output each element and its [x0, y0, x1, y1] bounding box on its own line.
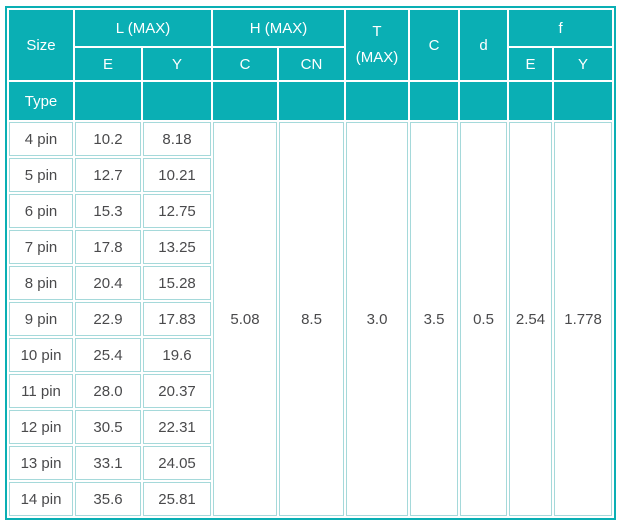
- l-e-cell: 30.5: [75, 410, 141, 444]
- l-y-cell: 25.81: [143, 482, 212, 516]
- merged-c-cell: 3.5: [410, 122, 459, 516]
- l-y-cell: 12.75: [143, 194, 212, 228]
- header-group-row: Size L (MAX) H (MAX) T (MAX) C d f: [9, 10, 613, 80]
- l-e-cell: 22.9: [75, 302, 141, 336]
- size-cell: 9 pin: [9, 302, 73, 336]
- size-cell: 12 pin: [9, 410, 73, 444]
- header-h-max: H (MAX): [213, 10, 345, 46]
- type-empty-cell: [554, 82, 613, 120]
- data-row-4pin: 4 pin 10.2 8.18 5.08 8.5 3.0 3.5 0.5 2.5…: [9, 122, 613, 516]
- data-row-11pin: 11 pin 28.0 20.37: [9, 374, 612, 408]
- header-t-max: T (MAX): [346, 10, 409, 80]
- merged-h-c-cell: 5.08: [213, 122, 278, 516]
- l-y-cell: 10.21: [143, 158, 212, 192]
- type-empty-cell: [213, 82, 278, 120]
- l-y-cell: 19.6: [143, 338, 212, 372]
- l-e-cell: 35.6: [75, 482, 141, 516]
- size-cell: 10 pin: [9, 338, 73, 372]
- type-empty-cell: [509, 82, 553, 120]
- l-y-cell: 24.05: [143, 446, 212, 480]
- size-cell: 4 pin: [9, 122, 73, 156]
- header-t-max-line1: T: [372, 22, 382, 40]
- type-empty-cell: [346, 82, 409, 120]
- data-row-12pin: 12 pin 30.5 22.31: [9, 410, 612, 444]
- merged-d-cell: 0.5: [460, 122, 508, 516]
- subheader-l-e: E: [75, 48, 141, 80]
- subheader-h-c: C: [213, 48, 278, 80]
- size-cell: 8 pin: [9, 266, 73, 300]
- l-y-cell: 15.28: [143, 266, 212, 300]
- l-y-cell: 17.83: [143, 302, 212, 336]
- l-e-cell: 25.4: [75, 338, 141, 372]
- header-type: Type: [9, 82, 73, 120]
- type-empty-cell: [279, 82, 345, 120]
- header-l-max: L (MAX): [75, 10, 212, 46]
- l-y-cell: 13.25: [143, 230, 212, 264]
- type-empty-cell: [143, 82, 212, 120]
- type-empty-cell: [460, 82, 508, 120]
- data-row-10pin: 10 pin 25.4 19.6: [9, 338, 612, 372]
- l-y-cell: 22.31: [143, 410, 212, 444]
- subheader-h-cn: CN: [279, 48, 345, 80]
- merged-t-max-cell: 3.0: [346, 122, 409, 516]
- l-e-cell: 17.8: [75, 230, 141, 264]
- l-y-cell: 20.37: [143, 374, 212, 408]
- header-size: Size: [9, 10, 73, 80]
- header-d: d: [460, 10, 508, 80]
- data-row-5pin: 5 pin 12.7 10.21: [9, 158, 612, 192]
- merged-f-y-cell: 1.778: [554, 122, 613, 516]
- data-row-14pin: 14 pin 35.6 25.81: [9, 482, 612, 516]
- size-cell: 11 pin: [9, 374, 73, 408]
- l-e-cell: 20.4: [75, 266, 141, 300]
- size-cell: 7 pin: [9, 230, 73, 264]
- merged-h-cn-cell: 8.5: [279, 122, 345, 516]
- subheader-f-e: E: [509, 48, 553, 80]
- size-cell: 14 pin: [9, 482, 73, 516]
- data-row-8pin: 8 pin 20.4 15.28: [9, 266, 612, 300]
- size-cell: 5 pin: [9, 158, 73, 192]
- l-e-cell: 10.2: [75, 122, 141, 156]
- header-c: C: [410, 10, 459, 80]
- l-e-cell: 12.7: [75, 158, 141, 192]
- type-empty-cell: [410, 82, 459, 120]
- l-y-cell: 8.18: [143, 122, 212, 156]
- data-row-13pin: 13 pin 33.1 24.05: [9, 446, 612, 480]
- size-cell: 13 pin: [9, 446, 73, 480]
- l-e-cell: 33.1: [75, 446, 141, 480]
- l-e-cell: 15.3: [75, 194, 141, 228]
- subheader-l-y: Y: [143, 48, 212, 80]
- header-t-max-line2: (MAX): [355, 49, 399, 66]
- data-row-9pin: 9 pin 22.9 17.83: [9, 302, 612, 336]
- pin-spec-table: Size L (MAX) H (MAX) T (MAX) C d f E Y C…: [5, 6, 617, 520]
- data-row-6pin: 6 pin 15.3 12.75: [9, 194, 612, 228]
- header-sub-row: E Y C CN E Y: [9, 48, 613, 80]
- data-row-7pin: 7 pin 17.8 13.25: [9, 230, 612, 264]
- type-row: Type: [9, 82, 613, 120]
- size-cell: 6 pin: [9, 194, 73, 228]
- l-e-cell: 28.0: [75, 374, 141, 408]
- subheader-f-y: Y: [554, 48, 613, 80]
- header-f: f: [509, 10, 613, 46]
- merged-f-e-cell: 2.54: [509, 122, 553, 516]
- type-empty-cell: [75, 82, 141, 120]
